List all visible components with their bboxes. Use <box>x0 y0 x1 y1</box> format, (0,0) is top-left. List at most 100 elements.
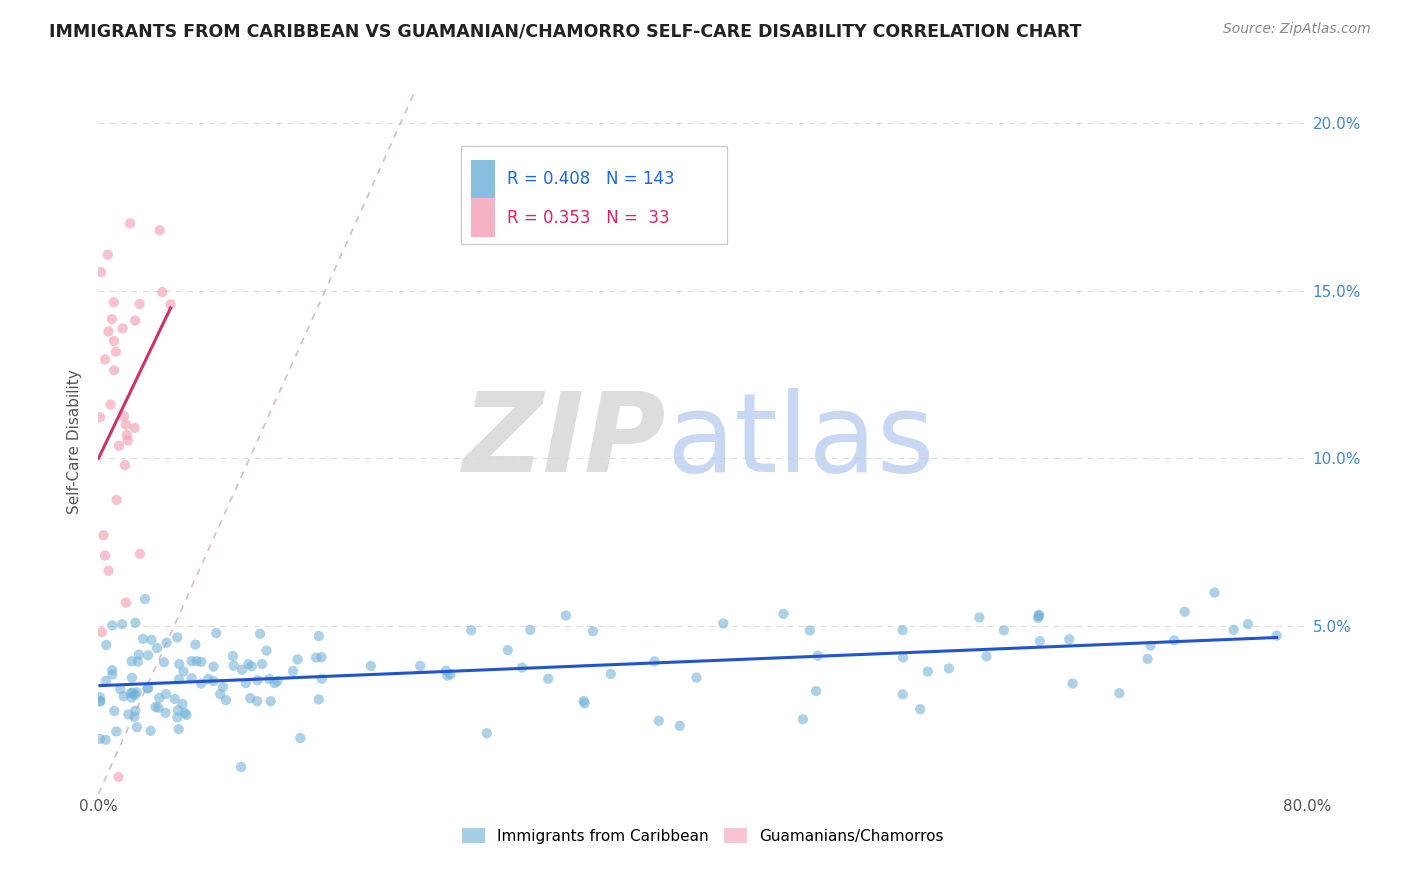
Point <box>90 265 112 279</box>
Point <box>250 657 273 671</box>
Point <box>644 654 666 668</box>
Point <box>128 648 150 662</box>
Point <box>554 608 576 623</box>
Point <box>146 641 169 656</box>
Point <box>105 724 128 739</box>
Point <box>891 623 914 637</box>
Point <box>439 667 461 681</box>
Point <box>115 428 138 442</box>
Point <box>136 648 159 663</box>
Point <box>305 650 328 665</box>
Point <box>103 334 125 348</box>
Point <box>246 694 269 708</box>
Point <box>290 731 312 745</box>
Point <box>1108 686 1130 700</box>
Point <box>125 685 148 699</box>
Point <box>104 344 127 359</box>
Point <box>222 658 245 673</box>
Point <box>159 297 181 311</box>
Point <box>266 674 288 689</box>
Point <box>572 694 595 708</box>
Point <box>89 410 111 425</box>
Point <box>94 549 117 563</box>
Point <box>308 692 330 706</box>
Point <box>209 687 232 701</box>
Point <box>197 672 219 686</box>
Point <box>202 659 225 673</box>
Point <box>1174 605 1197 619</box>
Point <box>121 685 143 699</box>
Point <box>917 665 939 679</box>
Point <box>259 672 281 686</box>
Point <box>125 720 148 734</box>
Point <box>205 626 228 640</box>
Point <box>97 564 120 578</box>
Text: ZIP: ZIP <box>463 388 666 495</box>
Point <box>1139 639 1161 653</box>
Point <box>1136 652 1159 666</box>
Point <box>186 654 208 668</box>
Point <box>311 650 333 665</box>
Point <box>108 439 131 453</box>
Point <box>103 363 125 377</box>
Point <box>807 648 830 663</box>
Point <box>155 706 177 720</box>
Point <box>804 684 827 698</box>
Point <box>1028 607 1050 622</box>
Point <box>167 703 190 717</box>
Point <box>239 691 262 706</box>
Text: IMMIGRANTS FROM CARIBBEAN VS GUAMANIAN/CHAMORRO SELF-CARE DISABILITY CORRELATION: IMMIGRANTS FROM CARIBBEAN VS GUAMANIAN/C… <box>49 22 1081 40</box>
Point <box>792 712 814 726</box>
Point <box>180 671 202 685</box>
Point <box>360 659 382 673</box>
Point <box>1026 611 1049 625</box>
Point <box>235 676 257 690</box>
Point <box>190 676 212 690</box>
Point <box>1237 617 1260 632</box>
Point <box>599 667 621 681</box>
Point <box>685 671 707 685</box>
Point <box>94 732 117 747</box>
Point <box>287 652 309 666</box>
Point <box>134 592 156 607</box>
Bar <box>471 198 495 237</box>
Point <box>155 687 177 701</box>
Point <box>124 615 146 630</box>
Point <box>117 707 139 722</box>
Point <box>1028 608 1050 623</box>
Point <box>222 648 245 663</box>
Point <box>891 650 914 665</box>
Point <box>238 657 260 672</box>
Point <box>124 421 146 435</box>
Point <box>149 223 172 237</box>
Point <box>89 694 111 708</box>
Point <box>145 700 167 714</box>
Point <box>93 528 115 542</box>
Point <box>976 649 998 664</box>
Point <box>112 409 135 424</box>
Point <box>136 681 159 695</box>
Point <box>246 673 269 688</box>
Point <box>141 632 163 647</box>
Point <box>94 352 117 367</box>
Point <box>136 681 159 696</box>
Point <box>167 673 190 687</box>
Point <box>799 624 821 638</box>
Point <box>132 632 155 646</box>
Point <box>172 697 194 711</box>
Point <box>115 596 138 610</box>
Text: R = 0.408   N = 143: R = 0.408 N = 143 <box>508 169 675 187</box>
Point <box>150 285 173 299</box>
Point <box>156 635 179 649</box>
Point <box>103 295 125 310</box>
Point <box>582 624 605 639</box>
Legend: Immigrants from Caribbean, Guamanians/Chamorros: Immigrants from Caribbean, Guamanians/Ch… <box>456 822 950 850</box>
Point <box>434 664 457 678</box>
Point <box>668 719 690 733</box>
Point <box>409 659 432 673</box>
Point <box>167 722 190 736</box>
Point <box>1062 676 1084 690</box>
Point <box>111 617 134 632</box>
Y-axis label: Self-Care Disability: Self-Care Disability <box>67 369 83 514</box>
Point <box>124 688 146 702</box>
